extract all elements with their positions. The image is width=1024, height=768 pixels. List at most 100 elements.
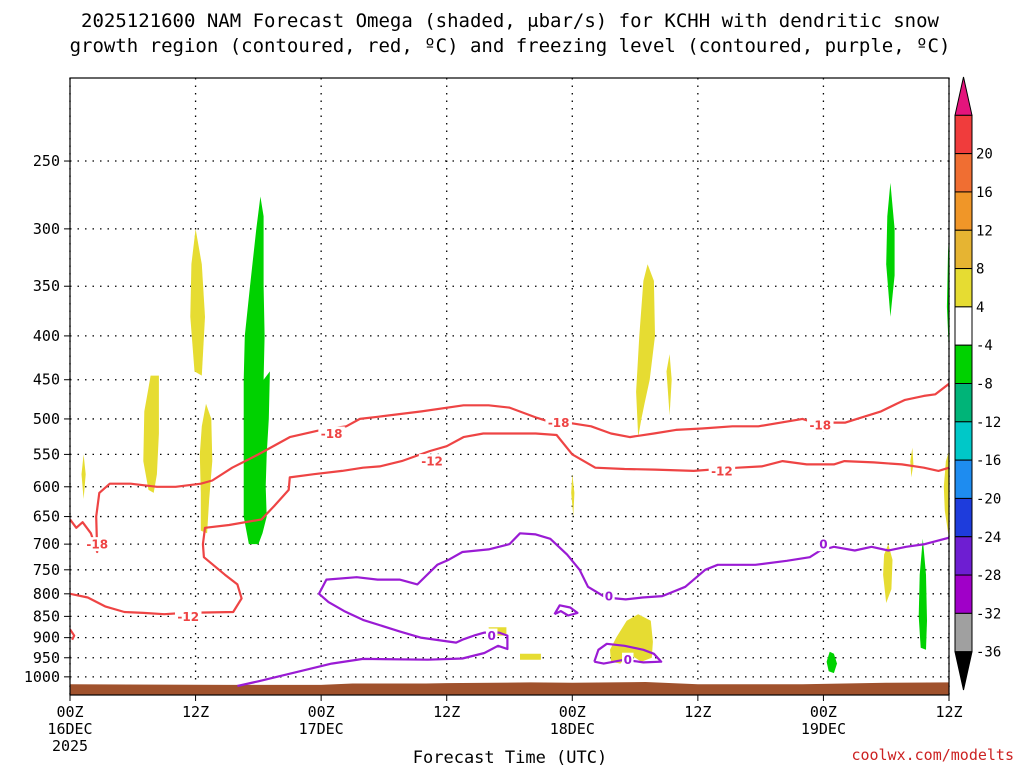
terrain-fill (70, 682, 949, 695)
freezing-label-0-1: 0 (488, 629, 496, 643)
downward-omega-hr12 (199, 403, 213, 534)
dgz-label-bg-0-2 (545, 415, 572, 430)
x-tick-label-0-2: 16DEC (47, 720, 92, 738)
colorbar-label-6: -4 (976, 338, 993, 354)
colorbar-bin-13 (954, 574, 973, 614)
y-tick-label-500: 500 (33, 410, 60, 428)
y-tick-label-550: 550 (33, 445, 60, 463)
y-tick-label-250: 250 (33, 152, 60, 170)
colorbar-bottom-arrow (954, 651, 973, 691)
colorbar-bin-10 (954, 459, 973, 499)
plot-area: -18 -18 -18 -18 -12 -12 -12 0 0 0 0 (69, 77, 950, 696)
y-axis: 250 300 350 400 450 500 550 600 650 700 750 800 850 9… (24, 152, 70, 686)
colorbar-bin-4 (954, 229, 973, 270)
freezing-contour-0 (237, 532, 949, 688)
x-tick-label-72-1: 00Z (810, 703, 837, 721)
x-tick-label-60-1: 12Z (684, 703, 711, 721)
x-tick-label-24-2: 17DEC (299, 720, 344, 738)
contour-labels: -18 -18 -18 -18 -12 -12 -12 0 0 0 0 (83, 415, 834, 667)
dgz-label-1-0: -12 (177, 610, 199, 624)
freezing-level-contours (237, 532, 949, 688)
y-tick-label-850: 850 (33, 607, 60, 625)
y-tick-label-300: 300 (33, 220, 60, 238)
colorbar-label-12: -28 (976, 568, 1001, 584)
dgz-label-0-2: -18 (548, 416, 570, 430)
y-tick-label-900: 900 (33, 629, 60, 647)
downward-omega-hr57 (666, 354, 672, 416)
dgz-label-0-3: -18 (809, 418, 831, 432)
upward-omega-core-hr18 (243, 196, 270, 545)
upward-omega-hr73 (826, 651, 837, 674)
freezing-label-bg-0-2 (817, 537, 830, 552)
dgz-label-0-0: -18 (86, 538, 108, 552)
dgz-label-bg-0-0 (83, 537, 111, 552)
x-tick-label-24-1: 00Z (308, 703, 335, 721)
x-tick-label-12-1: 12Z (182, 703, 209, 721)
colorbar-bin-11 (954, 497, 973, 538)
colorbar-label-11: -24 (976, 530, 1001, 546)
colorbar-label-4: 8 (976, 262, 984, 278)
colorbar-bin-14 (954, 612, 973, 653)
x-tick-label-72-2: 19DEC (801, 720, 846, 738)
dgz-label-bg-1-1 (418, 454, 446, 469)
dgz-label-1-1: -12 (421, 455, 443, 469)
y-tick-label-650: 650 (33, 508, 60, 526)
x-axis-title: Forecast Time (UTC) (413, 748, 607, 768)
omega-shading-layer (81, 182, 949, 674)
colorbar-label-10: -20 (976, 491, 1001, 507)
y-tick-label-350: 350 (33, 277, 60, 295)
freezing-label-bg-0-1 (485, 628, 498, 643)
chart-title-line-1: 2025121600 NAM Forecast Omega (shaded, μ… (81, 10, 939, 32)
downward-omega-hr7 (143, 375, 159, 493)
dendritic-growth-contours (70, 382, 949, 641)
colorbar-bin-7 (954, 344, 973, 384)
y-tick-label-600: 600 (33, 478, 60, 496)
colorbar-label-13: -32 (976, 606, 1001, 622)
downward-omega-hr84-mid (943, 451, 949, 539)
freezing-label-bg-1-0 (621, 652, 634, 667)
freezing-contour-2 (553, 604, 579, 617)
colorbar-bin-1 (954, 114, 973, 155)
dgz-label-1-2: -12 (711, 464, 733, 478)
colorbar-label-7: -8 (976, 377, 993, 393)
colorbar-bin-3 (954, 191, 973, 231)
x-tick-label-36-1: 12Z (433, 703, 460, 721)
downward-omega-hr1 (81, 454, 86, 499)
terrain-layer (70, 682, 949, 695)
y-tick-label-1000: 1000 (24, 668, 60, 686)
colorbar-label-3: 12 (976, 223, 993, 239)
colorbar-label-1: 20 (976, 147, 993, 163)
downward-omega-hr54 (636, 264, 655, 438)
x-tick-label-84-1: 12Z (935, 703, 962, 721)
colorbar-bin-5 (954, 268, 973, 308)
freezing-contour-1 (593, 642, 663, 665)
dgz-label-bg-1-2 (708, 463, 736, 478)
colorbar-bin-8 (954, 383, 973, 423)
colorbar-top-arrow (954, 76, 973, 116)
colorbar-bin-12 (954, 536, 973, 576)
downward-omega-hr10 (190, 228, 205, 376)
y-tick-label-800: 800 (33, 585, 60, 603)
colorbar-label-14: -36 (976, 645, 1001, 661)
colorbar: 20 16 12 8 4 -4 -8 -12 -16 -20 -24 -28 -32 -36 (954, 76, 1001, 691)
x-tick-label-0-1: 00Z (56, 703, 83, 721)
chart-title-line-2: growth region (contoured, red, ºC) and f… (70, 35, 951, 57)
freezing-label-1-0: 0 (624, 653, 632, 667)
freezing-label-0-2: 0 (819, 538, 827, 552)
plot-frame (69, 77, 950, 696)
dgz-contour-0 (70, 382, 949, 554)
colorbar-label-9: -16 (976, 453, 1001, 469)
x-tick-label-48-1: 00Z (559, 703, 586, 721)
credit-link[interactable]: coolwx.com/modelts (851, 746, 1014, 764)
y-tick-label-400: 400 (33, 327, 60, 345)
dgz-contour-1 (70, 432, 949, 616)
plot-background (70, 78, 949, 695)
colorbar-label-2: 16 (976, 185, 993, 201)
downward-omega-hr48 (571, 474, 575, 517)
downward-omega-hr43 (520, 653, 541, 660)
y-tick-label-700: 700 (33, 535, 60, 553)
x-tick-label-48-2: 18DEC (550, 720, 595, 738)
y-tick-label-950: 950 (33, 649, 60, 667)
